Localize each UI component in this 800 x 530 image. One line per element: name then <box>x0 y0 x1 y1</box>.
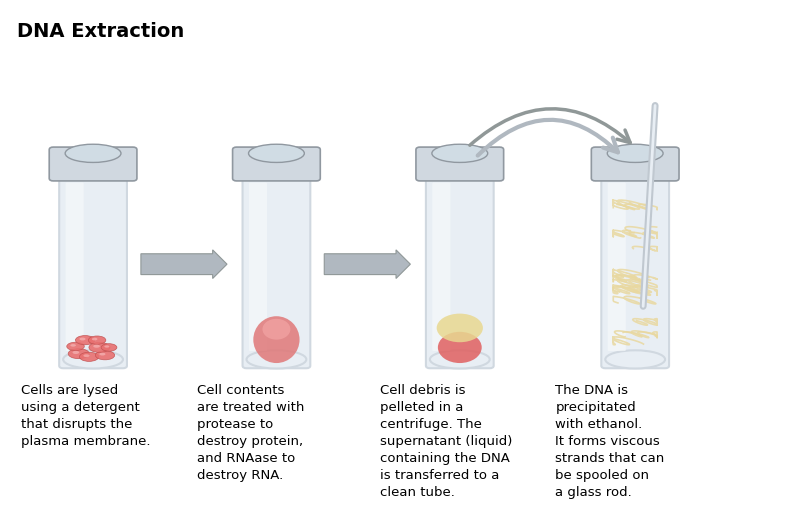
FancyArrowPatch shape <box>478 120 618 155</box>
Ellipse shape <box>95 351 114 360</box>
Ellipse shape <box>66 342 84 350</box>
Ellipse shape <box>432 144 488 162</box>
Ellipse shape <box>262 319 290 340</box>
Text: Cells are lysed
using a detergent
that disrupts the
plasma membrane.: Cells are lysed using a detergent that d… <box>22 384 151 448</box>
Ellipse shape <box>63 350 123 368</box>
Ellipse shape <box>94 344 100 348</box>
Ellipse shape <box>79 352 98 361</box>
Ellipse shape <box>607 144 663 162</box>
Text: The DNA is
precipitated
with ethanol.
It forms viscous
strands that can
be spool: The DNA is precipitated with ethanol. It… <box>555 384 665 499</box>
FancyBboxPatch shape <box>432 182 450 351</box>
Ellipse shape <box>83 354 90 357</box>
Ellipse shape <box>70 344 76 347</box>
Text: DNA Extraction: DNA Extraction <box>18 22 185 41</box>
Ellipse shape <box>101 343 117 351</box>
Ellipse shape <box>65 144 121 162</box>
FancyBboxPatch shape <box>602 165 669 368</box>
Ellipse shape <box>75 335 94 344</box>
Ellipse shape <box>89 342 110 352</box>
Ellipse shape <box>246 350 306 368</box>
Text: Cell debris is
pelleted in a
centrifuge. The
supernatant (liquid)
containing the: Cell debris is pelleted in a centrifuge.… <box>380 384 513 499</box>
FancyBboxPatch shape <box>416 147 504 181</box>
FancyBboxPatch shape <box>249 182 267 351</box>
Ellipse shape <box>73 351 79 354</box>
Text: Cell contents
are treated with
protease to
destroy protein,
and RNAase to
destro: Cell contents are treated with protease … <box>197 384 304 482</box>
FancyBboxPatch shape <box>50 147 137 181</box>
FancyBboxPatch shape <box>426 165 494 368</box>
Ellipse shape <box>68 349 90 359</box>
Ellipse shape <box>79 338 86 340</box>
Ellipse shape <box>254 316 299 363</box>
Ellipse shape <box>104 346 110 348</box>
FancyBboxPatch shape <box>66 182 84 351</box>
Ellipse shape <box>99 352 106 356</box>
FancyBboxPatch shape <box>233 147 320 181</box>
Ellipse shape <box>88 336 106 344</box>
Ellipse shape <box>438 332 482 363</box>
Ellipse shape <box>437 314 483 342</box>
Ellipse shape <box>606 350 665 368</box>
FancyBboxPatch shape <box>608 182 626 351</box>
FancyArrow shape <box>324 250 410 278</box>
FancyBboxPatch shape <box>242 165 310 368</box>
Ellipse shape <box>249 144 304 162</box>
FancyBboxPatch shape <box>591 147 679 181</box>
Ellipse shape <box>92 338 98 340</box>
Ellipse shape <box>430 350 490 368</box>
FancyBboxPatch shape <box>59 165 127 368</box>
FancyArrow shape <box>141 250 227 278</box>
